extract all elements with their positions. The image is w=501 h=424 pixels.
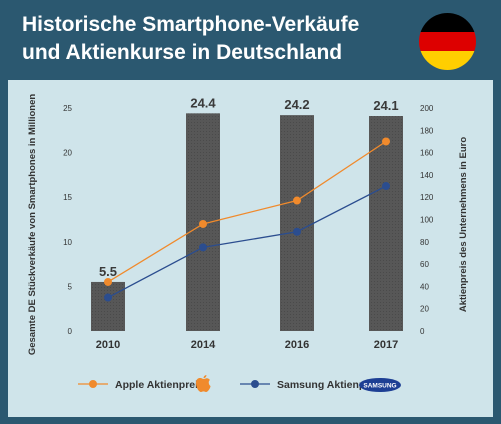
combo-chart: 0 5 10 15 20 25 0 20 40 60 80 100 120 140 160 180 200 5.5…	[27, 94, 469, 392]
title-line-1: Historische Smartphone-Verkäufe	[22, 13, 360, 36]
y-right-tick-label: 20	[420, 305, 429, 314]
x-tick-label: 2010	[96, 339, 120, 351]
chart-panel: 0 5 10 15 20 25 0 20 40 60 80 100 120 140 160 180 200 5.5…	[8, 80, 493, 417]
x-tick-label: 2014	[191, 339, 216, 351]
bar	[369, 116, 403, 331]
samsung-point	[382, 182, 390, 191]
apple-point	[382, 137, 390, 146]
title-line-2: und Aktienkurse in Deutschland	[22, 41, 343, 64]
germany-flag-icon	[419, 13, 476, 70]
y-axis-label: Gesamte DE Stückverkäufe von Smartphones…	[27, 94, 38, 356]
x-tick-label: 2017	[374, 339, 398, 351]
samsung-point	[104, 293, 112, 302]
samsung-logo-icon: SAMSUNG	[359, 378, 401, 392]
y-tick-label: 20	[63, 149, 72, 158]
samsung-logo-oval	[359, 378, 401, 392]
samsung-logo-text: SAMSUNG	[363, 383, 396, 390]
y-right-tick-label: 140	[420, 171, 434, 180]
samsung-line	[107, 185, 387, 299]
bar-data-label: 24.2	[284, 97, 309, 112]
apple-point	[199, 219, 207, 228]
samsung-point	[293, 227, 301, 236]
bar-data-label: 5.5	[99, 264, 117, 279]
y-tick-label: 0	[68, 327, 73, 336]
legend-samsung-marker	[251, 380, 259, 388]
flag-stripe-red	[419, 32, 476, 51]
y-right-axis-label: Aktienpreis des Unternehmens in Euro	[458, 137, 469, 312]
flag-stripe-black	[419, 13, 476, 32]
legend-apple-marker	[89, 380, 97, 388]
y-tick-label: 25	[63, 104, 72, 113]
y-tick-label: 15	[63, 193, 72, 202]
apple-line	[107, 140, 387, 283]
y-right-tick-label: 200	[420, 104, 434, 113]
bar	[280, 115, 314, 331]
y-right-tick-label: 160	[420, 149, 434, 158]
y-right-tick-label: 100	[420, 216, 434, 225]
y-right-tick-label: 180	[420, 126, 434, 135]
y-right-tick-label: 40	[420, 282, 429, 291]
y-right-tick-label: 120	[420, 193, 434, 202]
bar-data-label: 24.4	[190, 95, 216, 110]
apple-logo-icon	[196, 375, 211, 392]
y-right-tick-label: 60	[420, 260, 429, 269]
y-right-tick-label: 0	[420, 327, 425, 336]
bar-data-label: 24.1	[373, 98, 398, 113]
y-right-tick-label: 80	[420, 238, 429, 247]
y-tick-label: 5	[68, 282, 73, 291]
header: Historische Smartphone-Verkäufe und Akti…	[0, 0, 501, 78]
y-tick-label: 10	[63, 238, 72, 247]
legend-apple-label: Apple Aktienpreis	[115, 379, 204, 391]
samsung-point	[199, 243, 207, 252]
legend-samsung-label: Samsung Aktienpreis	[277, 379, 384, 391]
bar	[91, 281, 125, 331]
apple-point	[104, 277, 112, 286]
apple-logo-body	[196, 378, 211, 392]
flag-stripe-gold	[419, 51, 476, 70]
apple-point	[293, 196, 301, 205]
apple-logo-leaf	[203, 375, 207, 379]
x-tick-label: 2016	[285, 339, 309, 351]
